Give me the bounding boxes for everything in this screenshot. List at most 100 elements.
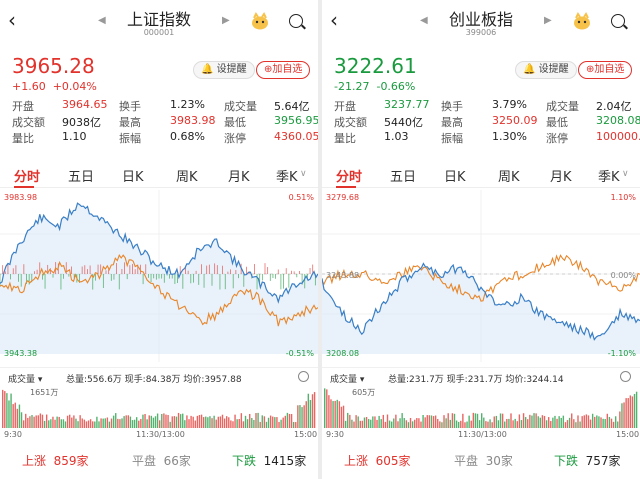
stat-label: 振幅 (119, 132, 141, 145)
volume-bar-mark (286, 412, 289, 428)
volume-bar-mark (434, 415, 437, 428)
tab-4[interactable]: 月K (228, 170, 250, 185)
stat-value: 1.23% (170, 98, 205, 111)
gear-icon[interactable] (298, 371, 309, 382)
pct-mid-label: 0.00% (611, 271, 637, 280)
volume-bar-mark (198, 415, 201, 428)
mascot-icon[interactable] (572, 12, 592, 30)
tab-1[interactable]: 五日 (68, 170, 95, 185)
volume-bar-mark (177, 412, 180, 428)
volume-bar-mark (409, 417, 412, 428)
volume-bar-mark (472, 412, 475, 428)
volume-bar-mark (414, 419, 416, 428)
tab-1[interactable]: 五日 (390, 170, 417, 185)
add-watchlist-button[interactable]: ⊕加自选 (256, 61, 311, 79)
volume-bar-mark (41, 414, 44, 428)
volume-bar-mark (305, 401, 307, 428)
volume-bar-mark (43, 420, 46, 428)
volume-bar-mark (455, 420, 458, 428)
volume-bar-mark (533, 413, 535, 428)
prev-index-icon[interactable]: ◀ (420, 15, 428, 26)
volume-bar-mark (94, 421, 96, 428)
stat-label: 最高 (119, 116, 141, 129)
volume-bar-mark (163, 413, 165, 428)
volume-bar-mark (144, 413, 146, 428)
volume-bar-mark (54, 419, 56, 428)
stats-row: 量比 1.10 振幅 0.68% 涨停 4360.05 (12, 130, 318, 146)
volume-bar-mark (596, 415, 598, 428)
volume-bar-mark (207, 417, 209, 428)
volume-max-label: 605万 (352, 388, 375, 397)
volume-bar-mark (564, 422, 567, 428)
volume-bar-mark (393, 418, 395, 428)
intraday-chart[interactable]: 3983.98 3943.38 0.51% -0.51% (0, 190, 318, 362)
volume-bar-mark (535, 413, 537, 428)
intraday-chart[interactable]: 3279.68 3208.08 1.10% -1.10% 3243.88 0.00% (322, 190, 640, 362)
volume-bar-mark (29, 416, 31, 428)
set-alert-button[interactable]: 🔔 设提醒 (193, 61, 255, 79)
volume-bar-mark (420, 421, 422, 428)
next-index-icon[interactable]: ▶ (222, 15, 230, 26)
prev-index-icon[interactable]: ◀ (98, 15, 106, 26)
tab-0[interactable]: 分时 (336, 170, 363, 185)
search-icon[interactable] (289, 14, 303, 28)
volume-bar-mark (550, 421, 552, 428)
stat-label: 换手 (441, 100, 463, 113)
tab-4[interactable]: 月K (550, 170, 572, 185)
volume-bar-mark (439, 421, 441, 428)
tab-3[interactable]: 周K (498, 170, 520, 185)
chevron-down-icon[interactable]: ∨ (622, 169, 629, 179)
volume-bar-mark (257, 412, 259, 428)
next-index-icon[interactable]: ▶ (544, 15, 552, 26)
volume-max-label: 1651万 (30, 388, 58, 397)
volume-bar-mark (263, 416, 266, 428)
volume-bar-mark (71, 417, 73, 428)
volume-bar-mark (10, 393, 12, 428)
volume-bar-mark (558, 416, 560, 428)
tab-2[interactable]: 日K (122, 170, 144, 185)
volume-bar-mark (633, 393, 636, 428)
tab-0[interactable]: 分时 (14, 170, 41, 185)
gear-icon[interactable] (620, 371, 631, 382)
volume-bar-mark (175, 416, 178, 428)
volume-bar-mark (20, 412, 23, 428)
back-icon[interactable]: ‹ (330, 8, 338, 32)
volume-bar-mark (79, 415, 81, 428)
volume-selector[interactable]: 成交量 ▾ (330, 375, 365, 385)
volume-bar-mark (140, 418, 142, 428)
volume-bar-mark (62, 419, 65, 428)
volume-bar-mark (234, 414, 236, 428)
price-area (0, 203, 318, 354)
volume-bar-mark (493, 416, 495, 428)
volume-bar-mark (236, 419, 238, 428)
set-alert-button[interactable]: 🔔 设提醒 (515, 61, 577, 79)
back-icon[interactable]: ‹ (8, 8, 16, 32)
add-watchlist-button[interactable]: ⊕加自选 (578, 61, 633, 79)
volume-bar-mark (112, 415, 115, 428)
stats-row: 开盘 3237.77 换手 3.79% 成交量 2.04亿 (334, 98, 634, 114)
volume-bar-mark (292, 421, 295, 428)
tab-3[interactable]: 周K (176, 170, 198, 185)
volume-bar-mark (148, 415, 150, 428)
mascot-icon[interactable] (250, 12, 270, 30)
volume-bar-mark (443, 415, 445, 428)
tab-5[interactable]: 季K (276, 170, 298, 185)
volume-bar-mark (50, 419, 52, 428)
chevron-down-icon[interactable]: ∨ (300, 169, 307, 179)
volume-bar-mark (295, 422, 297, 428)
volume-selector[interactable]: 成交量 ▾ (8, 375, 43, 385)
stat-value: 3956.95 (274, 114, 318, 127)
volume-bar-mark (430, 415, 433, 428)
volume-bar-mark (121, 418, 123, 428)
volume-bar-mark (85, 421, 88, 428)
tab-2[interactable]: 日K (444, 170, 466, 185)
chart-tabs: 分时 五日 日K 周K 月K 季K ∨ (322, 162, 640, 188)
volume-bar-mark (75, 418, 77, 428)
time-mid: 11:30/13:00 (458, 430, 507, 439)
volume-bar-mark (552, 417, 554, 428)
search-icon[interactable] (611, 14, 625, 28)
volume-bar-mark (432, 416, 435, 428)
volume-bar-mark (407, 422, 410, 428)
tab-5[interactable]: 季K (598, 170, 620, 185)
volume-bar-mark (449, 419, 451, 428)
